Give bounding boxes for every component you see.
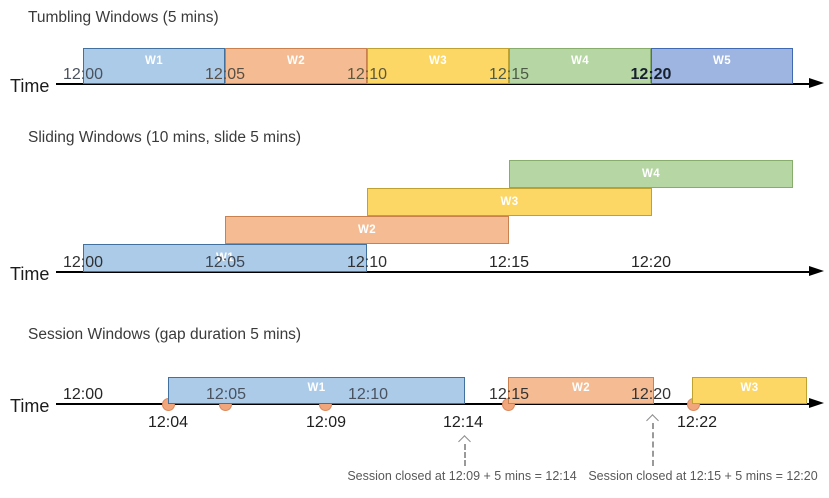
session-event-time-12-04: 12:04 [147, 414, 189, 431]
sliding-window-w3: W3 [367, 188, 652, 216]
session-window-w1: W1 [168, 377, 465, 404]
tumbling-window-label-w1: W1 [144, 55, 164, 67]
sliding-window-label-w4: W4 [641, 168, 661, 180]
session-callout-text: Session closed at 12:15 + 5 mins = 12:20 [588, 469, 818, 483]
sliding-window-w1: W1 [83, 244, 367, 272]
tumbling-tick-12-10: 12:10 [346, 66, 388, 83]
session-event-time-12-22: 12:22 [676, 414, 718, 431]
session-tick-12-15: 12:15 [488, 386, 530, 403]
session-tick-12-10: 12:10 [347, 386, 389, 403]
session-callout-text: Session closed at 12:09 + 5 mins = 12:14 [347, 469, 577, 483]
sliding-tick-12-10: 12:10 [346, 254, 388, 271]
session-window-w3: W3 [692, 377, 807, 404]
session-timeline [56, 403, 810, 405]
session-tick-12-20: 12:20 [630, 386, 672, 403]
sliding-window-label-w2: W2 [357, 224, 377, 236]
tumbling-time-label: Time [10, 76, 50, 96]
tumbling-tick-12-20: 12:20 [630, 66, 672, 83]
tumbling-window-w2: W2 [225, 48, 367, 84]
session-window-label-w1: W1 [307, 381, 326, 394]
tumbling-title: Tumbling Windows (5 mins) [28, 9, 219, 26]
session-tick-12-05: 12:05 [205, 386, 247, 403]
sliding-window-w4: W4 [509, 160, 793, 188]
sliding-timeline-arrow-icon [809, 266, 824, 276]
session-event-time-12-14: 12:14 [442, 414, 484, 431]
session-window-w2: W2 [508, 377, 654, 404]
session-window-label-w3: W3 [740, 381, 759, 394]
tumbling-window-w5: W5 [651, 48, 793, 84]
sliding-window-label-w3: W3 [500, 196, 519, 208]
tumbling-timeline-arrow-icon [809, 78, 824, 88]
sliding-tick-12-15: 12:15 [488, 254, 530, 271]
sliding-window-label-w1: W1 [215, 252, 235, 264]
tumbling-window-label-w3: W3 [428, 55, 448, 67]
tumbling-timeline [56, 83, 810, 85]
session-window-label-w2: W2 [571, 381, 591, 394]
session-timeline-arrow-icon [809, 398, 824, 408]
sliding-tick-12-00: 12:00 [62, 254, 104, 271]
tumbling-window-w3: W3 [367, 48, 509, 84]
tumbling-window-label-w2: W2 [286, 55, 306, 67]
session-title: Session Windows (gap duration 5 mins) [28, 326, 302, 343]
tumbling-window-w4: W4 [509, 48, 651, 84]
tumbling-window-label-w5: W5 [712, 55, 732, 67]
sliding-window-w2: W2 [225, 216, 509, 244]
sliding-title: Sliding Windows (10 mins, slide 5 mins) [28, 129, 302, 146]
sliding-tick-12-20: 12:20 [630, 254, 672, 271]
sliding-tick-12-05: 12:05 [204, 254, 246, 271]
tumbling-tick-12-15: 12:15 [488, 66, 530, 83]
sliding-time-label: Time [10, 264, 50, 284]
session-callout-dashed-line [652, 423, 654, 466]
session-time-label: Time [10, 396, 50, 416]
tumbling-window-label-w4: W4 [570, 55, 590, 67]
tumbling-tick-12-05: 12:05 [204, 66, 246, 83]
tumbling-window-w1: W1 [83, 48, 225, 84]
sliding-timeline [56, 271, 810, 273]
session-callout-dashed-line [464, 444, 466, 466]
session-event-time-12-09: 12:09 [305, 414, 347, 431]
session-tick-12-00: 12:00 [62, 386, 104, 403]
tumbling-tick-12-00: 12:00 [62, 66, 104, 83]
